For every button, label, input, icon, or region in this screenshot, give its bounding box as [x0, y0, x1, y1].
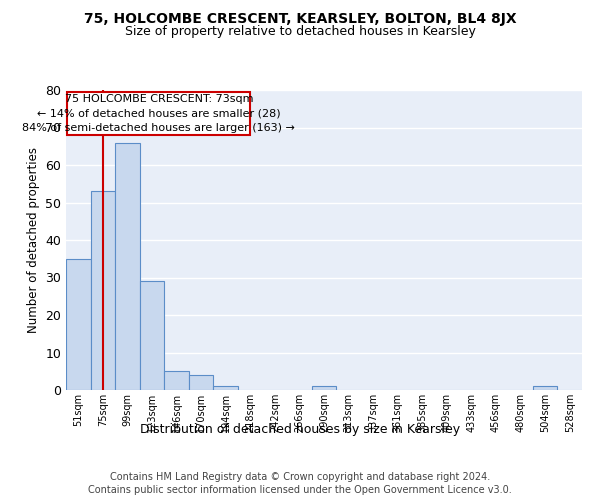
Text: Contains public sector information licensed under the Open Government Licence v3: Contains public sector information licen… — [88, 485, 512, 495]
Text: Contains HM Land Registry data © Crown copyright and database right 2024.: Contains HM Land Registry data © Crown c… — [110, 472, 490, 482]
Bar — [214, 386, 238, 390]
Text: 75 HOLCOMBE CRESCENT: 73sqm
← 14% of detached houses are smaller (28)
84% of sem: 75 HOLCOMBE CRESCENT: 73sqm ← 14% of det… — [22, 94, 295, 133]
Text: Distribution of detached houses by size in Kearsley: Distribution of detached houses by size … — [140, 422, 460, 436]
Bar — [66, 259, 91, 390]
Bar — [91, 191, 115, 390]
Bar — [312, 386, 336, 390]
Bar — [533, 386, 557, 390]
Text: Size of property relative to detached houses in Kearsley: Size of property relative to detached ho… — [125, 25, 475, 38]
Bar — [140, 281, 164, 390]
FancyBboxPatch shape — [67, 92, 250, 135]
Bar — [164, 371, 189, 390]
Bar — [115, 142, 140, 390]
Y-axis label: Number of detached properties: Number of detached properties — [26, 147, 40, 333]
Bar — [189, 375, 214, 390]
Text: 75, HOLCOMBE CRESCENT, KEARSLEY, BOLTON, BL4 8JX: 75, HOLCOMBE CRESCENT, KEARSLEY, BOLTON,… — [83, 12, 517, 26]
